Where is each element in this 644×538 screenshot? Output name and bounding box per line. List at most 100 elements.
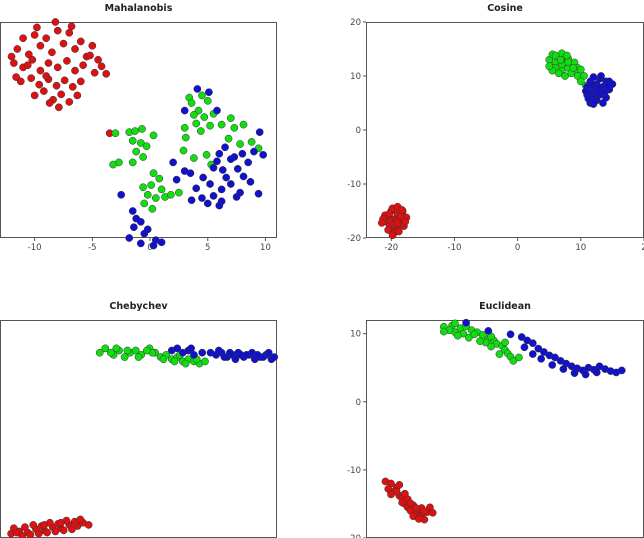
data-point: [253, 351, 262, 359]
x-tick-label: -5: [88, 243, 96, 253]
data-point: [29, 521, 38, 529]
data-point: [551, 353, 559, 362]
data-point: [528, 350, 537, 358]
data-point: [239, 120, 248, 129]
data-point: [190, 154, 198, 162]
data-point: [198, 91, 206, 100]
data-point: [476, 337, 484, 345]
data-point: [220, 353, 229, 361]
data-point: [203, 199, 212, 208]
data-point: [401, 217, 410, 226]
data-point: [26, 530, 35, 538]
data-point: [217, 120, 226, 129]
y-tick-label: 20: [350, 18, 361, 28]
data-point: [65, 98, 74, 106]
data-point: [67, 22, 76, 31]
y-tick-label: 10: [350, 72, 361, 82]
data-point: [187, 344, 195, 353]
data-point: [545, 62, 554, 71]
data-point: [76, 37, 85, 46]
data-point: [255, 128, 264, 137]
data-point: [73, 91, 82, 100]
data-point: [35, 80, 44, 89]
data-point: [232, 193, 241, 201]
data-point: [12, 528, 21, 537]
data-point: [142, 346, 151, 355]
data-point: [43, 528, 51, 537]
series-2: [167, 344, 279, 364]
x-tick-label: 0: [147, 243, 152, 253]
x-tick-label: 0: [515, 243, 520, 253]
data-point: [377, 219, 386, 227]
data-point: [79, 61, 87, 70]
x-tick-label: 5: [205, 243, 210, 253]
data-point: [592, 368, 601, 377]
data-point: [224, 134, 233, 143]
data-point: [202, 150, 211, 159]
data-point: [57, 518, 65, 527]
data-point: [239, 172, 248, 181]
data-point: [570, 369, 579, 377]
data-point: [136, 217, 145, 226]
series-0: [377, 202, 411, 240]
data-point: [226, 114, 235, 122]
data-point: [48, 48, 56, 57]
data-point: [551, 51, 560, 60]
data-point: [563, 51, 571, 60]
data-point: [36, 66, 45, 75]
data-point: [250, 147, 258, 156]
plot-frame: [366, 22, 644, 238]
data-point: [236, 140, 244, 148]
data-point: [226, 180, 235, 188]
data-point: [242, 351, 251, 359]
data-point: [206, 180, 214, 188]
data-point: [180, 106, 189, 115]
data-point: [393, 219, 402, 227]
panel-title: Mahalanobis: [105, 3, 173, 14]
data-point: [230, 123, 239, 132]
data-point: [515, 353, 523, 362]
data-point: [209, 192, 218, 200]
data-point: [106, 348, 115, 357]
data-point: [506, 330, 515, 339]
data-point: [192, 184, 201, 193]
data-point: [205, 88, 213, 97]
data-point: [453, 331, 462, 340]
data-point: [226, 155, 235, 164]
data-point: [388, 231, 397, 240]
data-point: [603, 81, 612, 90]
y-tick-label: -10: [347, 466, 361, 476]
data-point: [40, 87, 48, 95]
data-point: [36, 41, 45, 50]
data-point: [175, 188, 183, 197]
data-point: [71, 45, 79, 53]
data-point: [264, 348, 273, 357]
data-point: [221, 143, 229, 152]
data-point: [112, 344, 121, 353]
y-tick-label: 0: [356, 398, 361, 408]
data-point: [214, 346, 223, 355]
data-point: [21, 523, 29, 531]
x-tick-label: -10: [448, 243, 462, 253]
data-point: [139, 153, 147, 161]
data-point: [34, 529, 43, 538]
data-point: [428, 508, 437, 517]
data-point: [40, 521, 49, 529]
data-point: [132, 147, 141, 156]
series-0: [7, 515, 93, 538]
data-point: [247, 138, 256, 146]
data-point: [198, 348, 207, 357]
data-point: [192, 119, 201, 128]
data-point: [94, 55, 102, 64]
data-point: [270, 353, 279, 361]
data-point: [439, 327, 448, 336]
data-point: [254, 189, 263, 198]
data-point: [157, 185, 166, 194]
data-point: [520, 343, 529, 352]
data-point: [97, 62, 106, 71]
data-point: [76, 77, 85, 86]
data-point: [128, 207, 137, 215]
y-tick-label: 10: [350, 330, 361, 340]
data-point: [134, 353, 143, 361]
data-point: [540, 348, 548, 356]
